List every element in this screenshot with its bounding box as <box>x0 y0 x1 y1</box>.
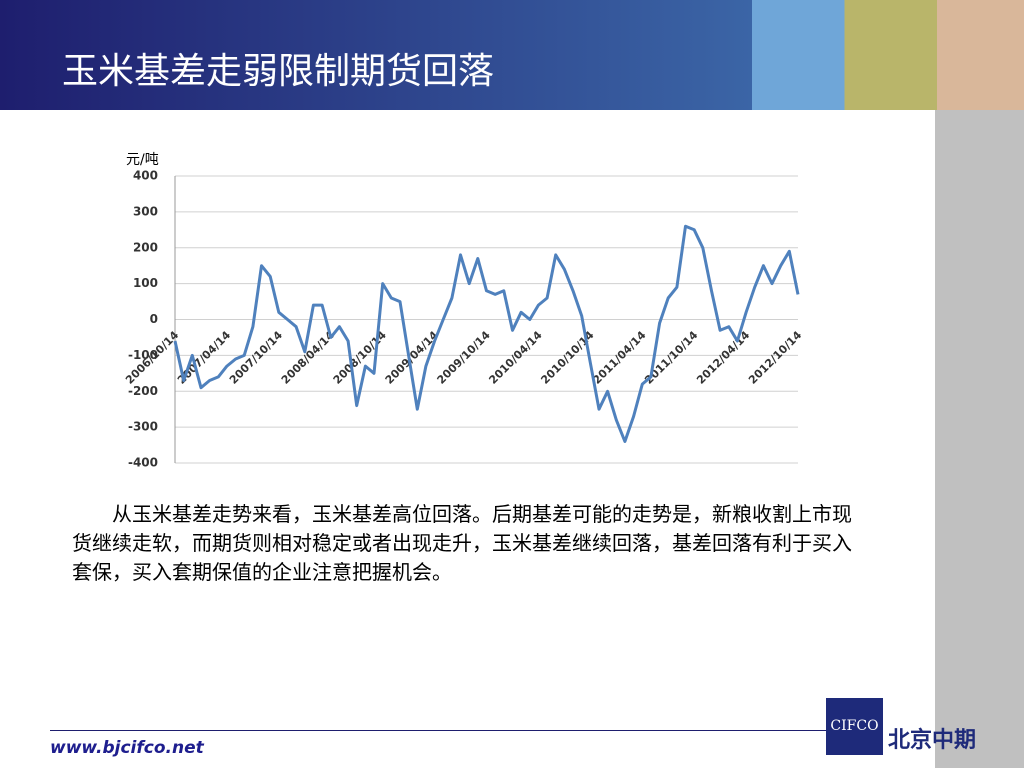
y-tick-label: 0 <box>150 312 158 326</box>
x-tick-label: 2011/04/14 <box>590 328 648 386</box>
header: 玉米基差走弱限制期货回落 <box>0 0 752 110</box>
logo: CIFCO <box>826 698 883 755</box>
y-tick-label: 100 <box>133 276 158 290</box>
brand: 北京中期 <box>888 728 977 753</box>
x-tick-label: 2008/10/14 <box>331 328 389 386</box>
chart: 元/吨 -400-300-200-10001002003004002006/10… <box>123 152 804 470</box>
header-images <box>752 0 1024 110</box>
body-text: 从玉米基差走势来看，玉米基差高位回落。后期基差可能的走势是，新粮收割上市现货继续… <box>72 502 852 584</box>
y-tick-label: -300 <box>128 420 158 434</box>
line <box>173 224 800 443</box>
y-tick-label: -400 <box>128 456 158 470</box>
y-tick-label: -100 <box>128 348 158 362</box>
x-tick-label: 2010/04/14 <box>486 328 544 386</box>
footer-url: www.bjcifco.net <box>50 738 204 758</box>
y-tick-label: 400 <box>133 169 158 183</box>
y-tick-label: 200 <box>133 240 158 254</box>
x-tick-label: 2009/10/14 <box>435 328 493 386</box>
x-tick-label: 2012/10/14 <box>746 328 804 386</box>
y-tick-label: 300 <box>133 204 158 218</box>
x-tick-label: 2012/04/14 <box>694 328 752 386</box>
side-strip <box>935 110 1024 768</box>
y-axis-label: 元/吨 <box>126 152 159 168</box>
footer-rule <box>50 730 830 731</box>
slide-title: 玉米基差走弱限制期货回落 <box>62 51 495 92</box>
y-tick-label: -200 <box>128 384 158 398</box>
